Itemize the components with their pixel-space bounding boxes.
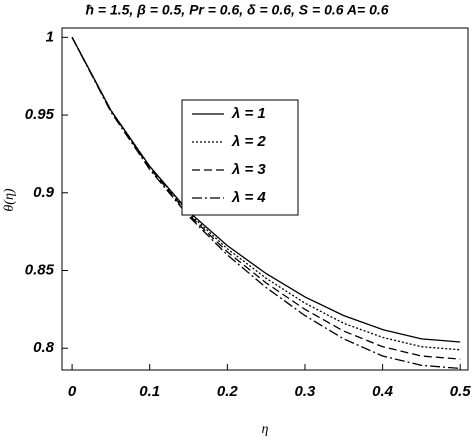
x-tick-label: 0.4 [372,383,394,400]
series-line [71,37,461,351]
x-tick-label: 0.5 [450,383,472,400]
legend-label: λ = 3 [231,161,266,178]
series-line [71,37,461,370]
legend-label: λ = 1 [231,105,266,122]
y-tick-label: 0.85 [25,261,55,278]
y-tick-label: 0.95 [25,106,55,123]
series-line [71,37,461,360]
legend-box [181,99,299,216]
x-tick-label: 0.2 [217,383,239,400]
legend-label: λ = 4 [231,189,266,206]
plot-frame [61,27,469,371]
y-axis-label: θ(η) [2,188,17,211]
y-tick-label: 0.9 [33,184,55,201]
y-tick-label: 0.8 [33,339,55,356]
x-tick-label: 0.3 [295,383,317,400]
x-axis-label: η [262,422,269,437]
x-tick-label: 0 [68,383,77,400]
chart-title: ħ = 1.5, β = 0.5, Pr = 0.6, δ = 0.6, S =… [85,2,388,18]
legend-label: λ = 2 [231,133,266,150]
x-tick-label: 0.1 [139,383,160,400]
y-tick-label: 1 [46,28,54,45]
